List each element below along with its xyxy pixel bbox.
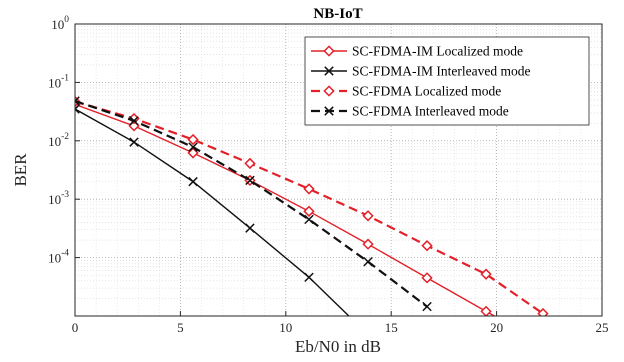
data-point: [188, 176, 198, 187]
legend-marker: [323, 45, 335, 57]
data-point: [304, 214, 314, 225]
legend-entry: SC-FDMA Localized mode: [311, 84, 501, 99]
data-point: [362, 210, 374, 222]
x-tick-label: 20: [490, 320, 503, 335]
data-point: [129, 116, 139, 126]
data-point: [245, 223, 255, 233]
legend-marker: [324, 106, 334, 116]
legend: SC-FDMA-IM Localized mode SC-FDMA-IM Inte…: [304, 36, 590, 126]
x-tick-label: 5: [177, 320, 184, 335]
series-4: [75, 96, 432, 312]
plot-frame: [74, 23, 603, 317]
data-point: [303, 183, 315, 195]
ticks: 0 5 10 15 20 25 100 10-1 10-2 10-3 10-4: [48, 15, 608, 335]
series-line: [75, 108, 350, 316]
series-1: [75, 98, 496, 316]
data-point: [362, 238, 374, 250]
legend-label: SC-FDMA-IM Localized mode: [352, 44, 523, 59]
y-tick-label: 10-2: [48, 132, 69, 149]
data-point: [75, 104, 80, 114]
y-axis-label: BER: [11, 153, 30, 187]
data-point: [363, 256, 373, 267]
series-group: [75, 95, 549, 316]
data-point: [304, 272, 314, 283]
series-2: [75, 104, 350, 316]
chart-title: NB-IoT: [313, 6, 362, 22]
legend-label: SC-FDMA-IM Interleaved mode: [352, 64, 530, 79]
y-tick-label: 10-4: [48, 249, 69, 266]
legend-label: SC-FDMA Interleaved mode: [352, 104, 509, 119]
data-point: [421, 240, 433, 252]
grid: [74, 23, 603, 316]
x-tick-label: 15: [385, 320, 398, 335]
data-point: [75, 96, 80, 106]
x-axis-label: Eb/N0 in dB: [295, 337, 381, 356]
y-tick-label: 10-1: [48, 73, 69, 90]
legend-entry: SC-FDMA-IM Localized mode: [311, 44, 523, 59]
data-point: [245, 175, 255, 186]
x-tick-label: 10: [279, 320, 292, 335]
data-point: [421, 272, 433, 284]
data-point: [187, 133, 199, 146]
x-tick-label: 0: [72, 320, 79, 335]
legend-entry: SC-FDMA-IM Interleaved mode: [311, 64, 530, 79]
y-tick-label: 100: [51, 15, 69, 32]
x-tick-label: 25: [596, 320, 609, 335]
data-point: [422, 301, 432, 312]
y-tick-label: 10-3: [48, 190, 69, 207]
data-point: [188, 142, 198, 152]
legend-marker: [323, 85, 335, 97]
data-point: [480, 268, 492, 280]
data-point: [537, 307, 549, 316]
data-point: [303, 205, 315, 217]
legend-marker: [324, 66, 334, 76]
legend-box: [304, 36, 590, 126]
series-line: [75, 100, 544, 315]
legend-label: SC-FDMA Localized mode: [352, 84, 501, 99]
data-point: [187, 147, 199, 159]
legend-entry: SC-FDMA Interleaved mode: [311, 104, 509, 119]
data-point: [244, 157, 256, 170]
data-point: [129, 137, 139, 147]
